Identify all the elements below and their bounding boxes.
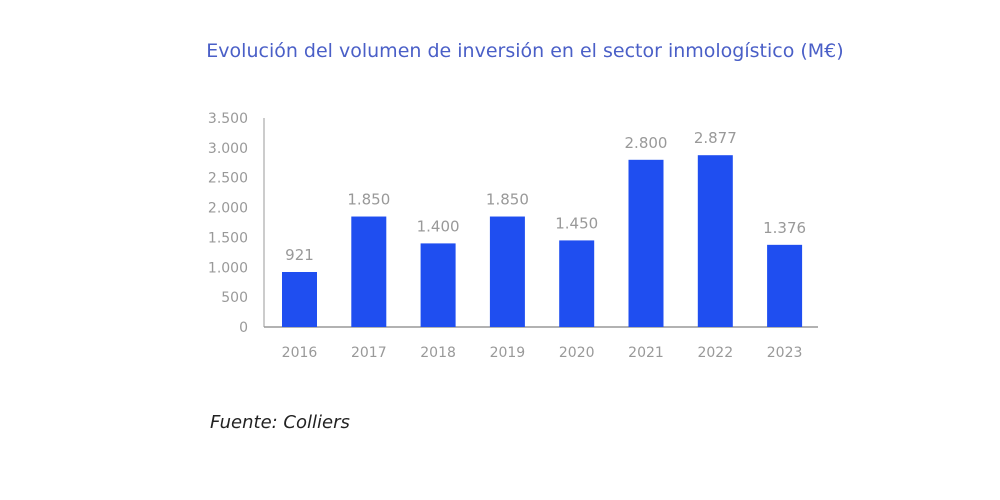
y-tick-label: 2.500 <box>208 171 248 187</box>
bar-2019 <box>489 216 525 327</box>
y-tick-label: 1.000 <box>208 260 248 276</box>
bar-2017 <box>351 216 387 327</box>
bar-2023 <box>767 244 803 327</box>
x-tick-label: 2020 <box>559 345 595 361</box>
y-tick-label: 1.500 <box>208 230 248 246</box>
y-tick-label: 500 <box>221 290 248 306</box>
bar-2021 <box>628 159 664 327</box>
data-label: 1.850 <box>347 191 390 209</box>
bar-2018 <box>420 243 456 327</box>
source-note: Fuente: Colliers <box>210 412 350 433</box>
data-label: 2.877 <box>694 129 737 147</box>
x-tick-label: 2019 <box>490 345 526 361</box>
y-tick-label: 3.000 <box>208 141 248 157</box>
data-label: 1.850 <box>486 191 529 209</box>
bar-2016 <box>282 272 317 327</box>
bar-2020 <box>559 240 595 327</box>
x-tick-label: 2022 <box>697 345 733 361</box>
y-tick-label: 3.500 <box>208 111 248 127</box>
x-tick-label: 2017 <box>351 345 387 361</box>
data-label: 2.800 <box>625 134 668 152</box>
x-tick-label: 2021 <box>628 345 664 361</box>
y-tick-label: 2.000 <box>208 201 248 217</box>
data-label: 1.400 <box>417 217 460 235</box>
y-tick-label: 0 <box>239 320 248 336</box>
x-tick-label: 2016 <box>282 345 318 361</box>
chart-title: Evolución del volumen de inversión en el… <box>206 40 844 62</box>
x-tick-label: 2023 <box>767 345 803 361</box>
bar-2022 <box>697 155 733 327</box>
x-tick-label: 2018 <box>420 345 456 361</box>
data-label: 921 <box>285 246 314 264</box>
data-label: 1.450 <box>555 214 598 232</box>
data-label: 1.376 <box>763 219 806 237</box>
